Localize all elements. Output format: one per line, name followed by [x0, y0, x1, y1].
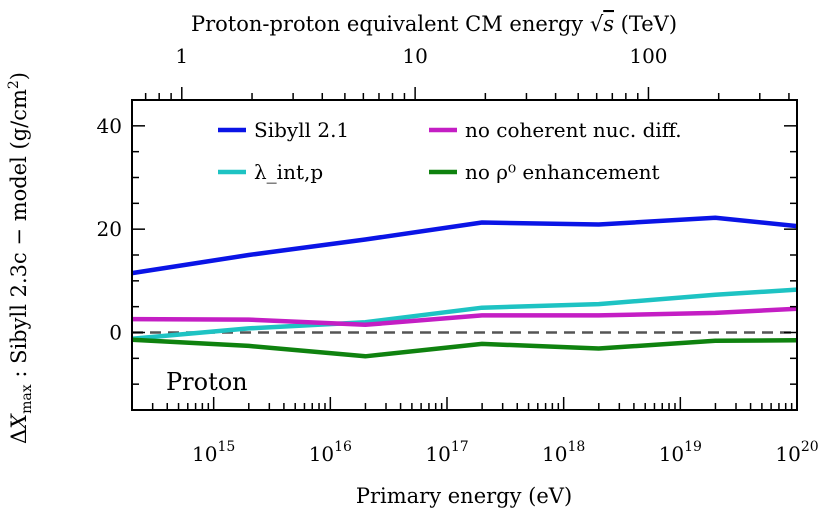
x-axis-title: Primary energy (eV)	[356, 484, 572, 508]
proton-annotation: Proton	[166, 368, 248, 396]
y-axis-xmax: X	[7, 413, 31, 431]
x-tick-exp: 17	[451, 439, 469, 455]
x-tick-label: 1018	[542, 439, 585, 466]
x-tick-base: 10	[542, 442, 567, 466]
ticks-group	[131, 87, 798, 411]
x-tick-base: 10	[775, 442, 800, 466]
legend: Sibyll 2.1 no coherent nuc. diff. λ_int,p n…	[218, 118, 682, 184]
sqrt-s-symbol: √	[590, 12, 604, 36]
x-tick-base: 10	[425, 442, 450, 466]
y-axis-title: ΔXmax : Sibyll 2.3c − model (g/cm2)	[6, 72, 35, 444]
series-line	[131, 287, 798, 341]
top-axis-unit: (TeV)	[614, 12, 677, 36]
top-axis-title-text: Proton-proton equivalent CM energy	[191, 12, 590, 36]
x-tick-exp: 20	[801, 439, 819, 455]
x-tick-label: 1015	[192, 439, 235, 466]
y-axis-sup: 2	[6, 80, 22, 89]
x-tick-exp: 18	[567, 439, 585, 455]
legend-label: no coherent nuc. diff.	[465, 118, 682, 142]
top-tick-label: 10	[402, 44, 427, 68]
y-axis-delta: Δ	[7, 429, 31, 444]
y-tick-label: 20	[97, 217, 122, 241]
y-tick-label: 40	[97, 114, 122, 138]
sqrt-s-var: s	[603, 12, 614, 36]
top-tick-label: 1	[175, 44, 188, 68]
x-tick-exp: 19	[684, 439, 702, 455]
plot-frame	[131, 99, 798, 411]
x-tick-label: 1017	[425, 439, 468, 466]
x-tick-base: 10	[309, 442, 334, 466]
y-axis-rest: : Sibyll 2.3c − model (g/cm	[7, 89, 31, 384]
y-axis-sub: max	[19, 384, 35, 414]
series-group	[131, 215, 798, 359]
series-line	[131, 337, 798, 359]
x-tick-exp: 15	[217, 439, 235, 455]
series-line	[131, 306, 798, 328]
legend-label: Sibyll 2.1	[254, 118, 349, 142]
x-tick-label: 1016	[309, 439, 352, 466]
top-axis-title: Proton-proton equivalent CM energy √s (T…	[191, 12, 677, 36]
x-tick-base: 10	[659, 442, 684, 466]
x-tick-label: 1019	[659, 439, 702, 466]
x-tick-label: 1020	[775, 439, 818, 466]
y-axis-close: )	[7, 72, 31, 80]
x-tick-base: 10	[192, 442, 217, 466]
legend-label: no ρ⁰ enhancement	[465, 160, 660, 184]
y-tick-label: 0	[109, 321, 122, 345]
legend-label: λ_int,p	[254, 160, 323, 184]
series-line	[131, 215, 798, 276]
top-tick-label: 100	[629, 44, 667, 68]
x-tick-exp: 16	[334, 439, 352, 455]
